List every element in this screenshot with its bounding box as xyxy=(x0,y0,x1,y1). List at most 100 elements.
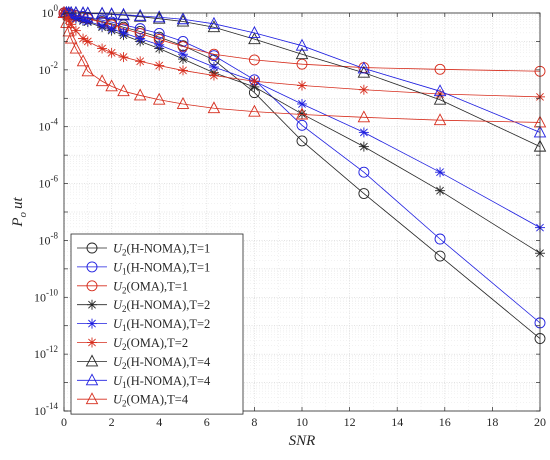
data-point xyxy=(69,41,83,54)
data-point xyxy=(358,127,369,138)
data-point xyxy=(357,110,371,123)
legend-item-4: U2(H-NOMA),T=2 xyxy=(77,298,210,314)
data-point xyxy=(81,64,95,77)
data-point xyxy=(117,84,130,97)
data-point xyxy=(358,188,370,199)
data-point xyxy=(434,233,446,245)
x-tick-label: 8 xyxy=(251,415,257,429)
x-tick-label: 10 xyxy=(296,415,308,429)
legend-item-2: U1(H-NOMA),T=1 xyxy=(77,260,210,276)
y-axis-label-rest: ut xyxy=(10,197,26,210)
legend-item-7: U2(H-NOMA),T=4 xyxy=(77,354,211,371)
data-point xyxy=(208,70,219,81)
legend-label: U2(OMA),T=4 xyxy=(113,393,189,409)
legend-label: U2(H-NOMA),T=2 xyxy=(113,298,210,314)
data-point xyxy=(295,47,309,60)
legend-swatch-marker xyxy=(85,354,99,367)
x-axis-label: SNR xyxy=(289,433,316,449)
x-tick-label: 2 xyxy=(109,415,115,429)
data-point xyxy=(178,65,188,76)
data-point xyxy=(207,101,221,114)
data-point xyxy=(248,54,260,66)
data-point xyxy=(97,20,108,31)
data-point xyxy=(178,49,188,60)
legend-label: U1(H-NOMA),T=2 xyxy=(113,317,210,333)
legend-items: U2(H-NOMA),T=1 U1(H-NOMA),T=1 U2(OMA),T=1 U… xyxy=(77,242,211,409)
data-point xyxy=(433,84,447,97)
y-tick-label: 10-14 xyxy=(34,401,58,418)
data-point xyxy=(62,24,76,37)
data-point xyxy=(64,31,78,44)
data-point xyxy=(208,48,220,60)
y-axis-label-main: P xyxy=(10,218,26,228)
data-point xyxy=(76,54,90,67)
y-tick-label: 10-6 xyxy=(39,174,59,191)
data-point xyxy=(106,23,117,34)
axis-ticks xyxy=(63,12,541,412)
data-point xyxy=(152,92,166,105)
data-point xyxy=(118,27,129,38)
y-tick-labels: 100 10-2 10-4 10-6 10-8 10-10 10-12 10-14 xyxy=(34,3,59,418)
legend-item-1: U2(H-NOMA),T=1 xyxy=(77,242,210,258)
x-tick-label: 4 xyxy=(156,415,162,429)
data-point xyxy=(154,39,165,50)
legend-item-3: U2(OMA),T=1 xyxy=(77,279,188,295)
data-point xyxy=(117,7,130,20)
data-point xyxy=(248,32,261,45)
legend-item-9: U2(OMA),T=4 xyxy=(77,392,189,409)
y-tick-label: 10-8 xyxy=(39,230,59,247)
data-point xyxy=(435,185,446,196)
data-point xyxy=(434,63,446,75)
series-layer xyxy=(57,6,547,344)
legend-label: U2(H-NOMA),T=1 xyxy=(113,242,210,258)
data-point xyxy=(133,88,147,101)
x-tick-label: 20 xyxy=(534,415,546,429)
data-point xyxy=(176,12,190,25)
data-point xyxy=(135,56,146,67)
data-point xyxy=(357,65,371,78)
y-tick-label: 10-12 xyxy=(34,344,58,361)
data-point xyxy=(358,84,369,95)
y-axis-label: Po ut xyxy=(10,197,29,228)
legend-swatch-marker xyxy=(87,299,97,310)
legend-swatch-marker xyxy=(87,318,97,329)
x-tick-label: 18 xyxy=(486,415,498,429)
data-point xyxy=(106,47,117,58)
series-line xyxy=(63,12,541,123)
data-point xyxy=(357,61,371,74)
data-point xyxy=(248,25,261,38)
data-point xyxy=(153,28,165,39)
x-tick-label: 0 xyxy=(61,415,67,429)
x-tick-label: 12 xyxy=(344,415,356,429)
data-point xyxy=(358,141,369,152)
data-point xyxy=(295,38,309,51)
data-point xyxy=(118,52,129,63)
data-point xyxy=(82,36,93,47)
data-point xyxy=(208,62,219,73)
legend-label: U1(H-NOMA),T=4 xyxy=(113,374,211,390)
data-point xyxy=(295,107,309,120)
legend-swatch-marker xyxy=(86,280,98,292)
legend-swatch-marker xyxy=(85,373,99,386)
data-point xyxy=(297,80,307,91)
data-point xyxy=(433,92,447,105)
x-tick-label: 14 xyxy=(391,415,403,429)
legend-box xyxy=(70,233,244,415)
legend-label: U2(H-NOMA),T=4 xyxy=(113,355,211,371)
y-tick-label: 10-2 xyxy=(39,60,59,77)
series-9 xyxy=(57,6,547,128)
legend-swatch-marker xyxy=(86,242,98,254)
data-point xyxy=(434,250,446,262)
legend: U2(H-NOMA),T=1 U1(H-NOMA),T=1 U2(OMA),T=1 U… xyxy=(70,233,244,415)
data-point xyxy=(69,6,83,18)
legend-label: U2(OMA),T=2 xyxy=(113,336,188,352)
legend-label: U1(H-NOMA),T=1 xyxy=(113,260,210,276)
x-tick-label: 6 xyxy=(204,415,210,429)
y-tick-label: 10-10 xyxy=(34,287,58,304)
data-point xyxy=(433,113,447,126)
data-point xyxy=(207,20,221,33)
data-point xyxy=(154,60,165,71)
y-axis-label-sub: o xyxy=(17,212,29,218)
data-point xyxy=(297,98,307,109)
y-tick-label: 10-4 xyxy=(39,117,59,134)
